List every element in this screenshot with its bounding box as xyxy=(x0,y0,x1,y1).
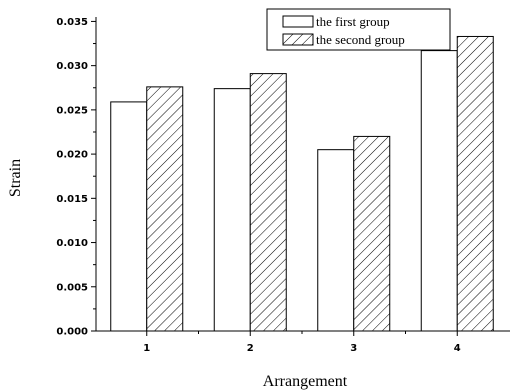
bars xyxy=(110,35,494,332)
legend-label-second-group: the second group xyxy=(316,32,405,47)
bar-second-group xyxy=(249,73,287,332)
y-tick-label: 0.020 xyxy=(56,150,88,161)
bar-first-group xyxy=(420,50,458,332)
x-axis-title: Arrangement xyxy=(263,373,348,390)
bar-first-group xyxy=(317,149,355,332)
x-tick-label: 4 xyxy=(454,343,461,354)
y-tick-label: 0.035 xyxy=(56,17,88,28)
x-tick-label: 1 xyxy=(143,343,150,354)
bar-second-group xyxy=(353,135,391,332)
y-tick-label: 0.005 xyxy=(56,282,88,293)
y-tick-label: 0.015 xyxy=(56,194,88,205)
bar-first-group xyxy=(110,101,148,332)
y-axis-title: Strain xyxy=(7,159,24,197)
x-ticks: 1 2 3 4 xyxy=(143,331,461,354)
bar-first-group xyxy=(213,88,251,332)
y-tick-label: 0.010 xyxy=(56,238,88,249)
y-tick-label: 0.030 xyxy=(56,61,88,72)
y-ticks: 0.000 0.005 0.010 0.015 0.020 0.025 0.030 0.035 xyxy=(56,17,96,338)
legend-label-first-group: the first group xyxy=(316,14,390,29)
bar-second-group xyxy=(146,86,184,332)
legend: the first group the second group xyxy=(266,8,451,51)
bar-second-group xyxy=(456,35,494,332)
y-tick-label: 0.000 xyxy=(56,327,88,338)
x-tick-label: 2 xyxy=(247,343,254,354)
x-tick-label: 3 xyxy=(350,343,357,354)
legend-swatch-first-group xyxy=(282,15,314,28)
legend-swatch-second-group xyxy=(282,33,314,46)
y-tick-label: 0.025 xyxy=(56,105,88,116)
